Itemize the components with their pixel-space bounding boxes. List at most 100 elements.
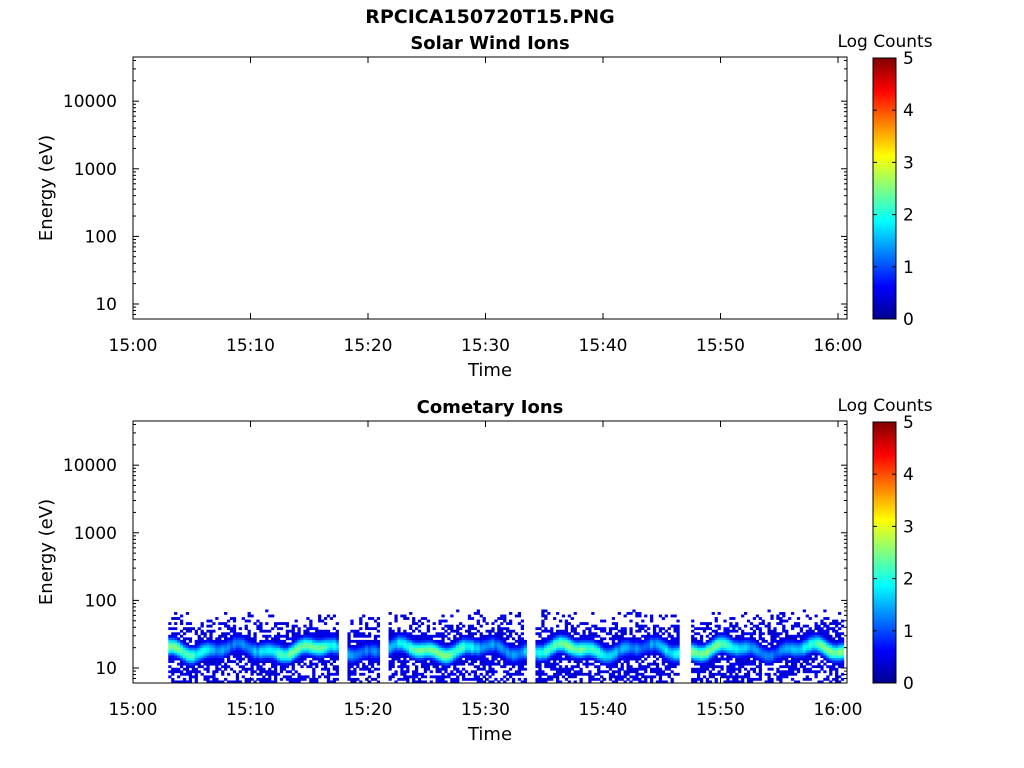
heatmap-cell xyxy=(738,650,742,653)
heatmap-cell xyxy=(741,642,745,646)
heatmap-cell xyxy=(479,642,483,646)
heatmap-cell xyxy=(435,650,439,653)
heatmap-cell xyxy=(717,639,721,643)
heatmap-cell xyxy=(462,667,466,671)
heatmap-cell xyxy=(197,662,201,666)
heatmap-cell xyxy=(235,655,240,658)
heatmap-cell xyxy=(579,637,583,641)
heatmap-cell xyxy=(259,647,263,651)
heatmap-cell xyxy=(635,657,639,661)
heatmap-cell xyxy=(482,680,486,684)
heatmap-cell xyxy=(215,680,219,684)
heatmap-cell xyxy=(605,650,610,653)
heatmap-cell xyxy=(473,647,477,651)
heatmap-cell xyxy=(732,650,736,653)
heatmap-cell xyxy=(520,624,524,628)
heatmap-cell xyxy=(491,634,495,638)
heatmap-cell xyxy=(473,672,477,676)
heatmap-cell xyxy=(611,670,616,674)
heatmap-cell xyxy=(673,660,677,664)
heatmap-cell xyxy=(514,650,519,653)
heatmap-cell xyxy=(253,639,257,643)
heatmap-cell xyxy=(723,632,727,636)
heatmap-cell xyxy=(744,667,748,671)
heatmap-cell xyxy=(617,647,621,651)
heatmap-cell xyxy=(561,639,566,643)
heatmap-cell xyxy=(564,665,569,669)
heatmap-cell xyxy=(705,647,710,651)
heatmap-cell xyxy=(791,634,795,638)
heatmap-cell xyxy=(573,650,577,653)
heatmap-cell xyxy=(517,634,522,638)
heatmap-cell xyxy=(749,662,754,666)
heatmap-cell xyxy=(191,657,195,661)
heatmap-cell xyxy=(550,652,554,656)
heatmap-cell xyxy=(741,632,745,636)
heatmap-cell xyxy=(699,670,704,674)
heatmap-cell xyxy=(611,650,616,653)
heatmap-cell xyxy=(221,680,225,684)
x-axis-solar-wind: 15:00 15:10 15:20 15:30 15:40 15:50 16:00 xyxy=(109,57,863,356)
heatmap-cell xyxy=(397,647,401,651)
heatmap-cell xyxy=(776,614,780,618)
heatmap-cell xyxy=(802,644,806,648)
heatmap-cell xyxy=(365,624,369,628)
heatmap-cell xyxy=(770,662,774,666)
heatmap-cell xyxy=(297,655,301,658)
heatmap-cell xyxy=(182,632,187,636)
heatmap-cell xyxy=(838,662,842,666)
heatmap-cell xyxy=(582,647,586,651)
heatmap-cell xyxy=(229,617,234,620)
heatmap-cell xyxy=(664,652,668,656)
heatmap-cell xyxy=(191,650,195,653)
heatmap-cell xyxy=(702,627,707,631)
heatmap-cell xyxy=(691,642,695,646)
heatmap-cell xyxy=(629,642,633,646)
heatmap-cell xyxy=(182,662,187,666)
heatmap-cell xyxy=(535,647,539,651)
heatmap-cell xyxy=(315,644,319,648)
heatmap-cell xyxy=(664,629,668,633)
heatmap-cell xyxy=(744,644,748,648)
figure-title: RPCICA150720T15.PNG xyxy=(365,6,615,28)
heatmap-cell xyxy=(544,662,548,666)
heatmap-cell xyxy=(394,619,398,623)
heatmap-cell xyxy=(517,655,522,658)
heatmap-cell xyxy=(749,650,754,653)
heatmap-cell xyxy=(268,642,272,646)
heatmap-cell xyxy=(406,677,410,681)
heatmap-cell xyxy=(362,634,366,638)
heatmap-cell xyxy=(764,650,768,653)
heatmap-cell xyxy=(247,614,251,618)
heatmap-cell xyxy=(200,665,204,669)
heatmap-cell xyxy=(423,632,428,636)
heatmap-cell xyxy=(550,627,554,631)
heatmap-cell xyxy=(723,639,727,643)
heatmap-cell xyxy=(174,657,178,661)
heatmap-cell xyxy=(632,644,636,648)
heatmap-cell xyxy=(614,675,618,679)
heatmap-cell xyxy=(711,657,715,661)
heatmap-cell xyxy=(174,632,178,636)
heatmap-cell xyxy=(744,672,748,676)
heatmap-cell xyxy=(761,619,765,623)
heatmap-cell xyxy=(444,667,448,671)
heatmap-cell xyxy=(326,655,331,658)
heatmap-cell xyxy=(702,644,707,648)
heatmap-cell xyxy=(820,680,824,684)
heatmap-cell xyxy=(523,650,527,653)
heatmap-cell xyxy=(447,657,451,661)
heatmap-cell xyxy=(271,665,275,669)
heatmap-cell xyxy=(614,670,618,674)
heatmap-cell xyxy=(503,662,507,666)
heatmap-cell xyxy=(629,650,633,653)
heatmap-cell xyxy=(644,629,648,633)
heatmap-cell xyxy=(553,617,557,620)
heatmap-cell xyxy=(479,672,483,676)
heatmap-cell xyxy=(218,644,222,648)
heatmap-cell xyxy=(761,644,765,648)
heatmap-cell xyxy=(661,655,665,658)
heatmap-cell xyxy=(438,660,442,664)
heatmap-cell xyxy=(203,655,207,658)
heatmap-cell xyxy=(802,639,806,643)
